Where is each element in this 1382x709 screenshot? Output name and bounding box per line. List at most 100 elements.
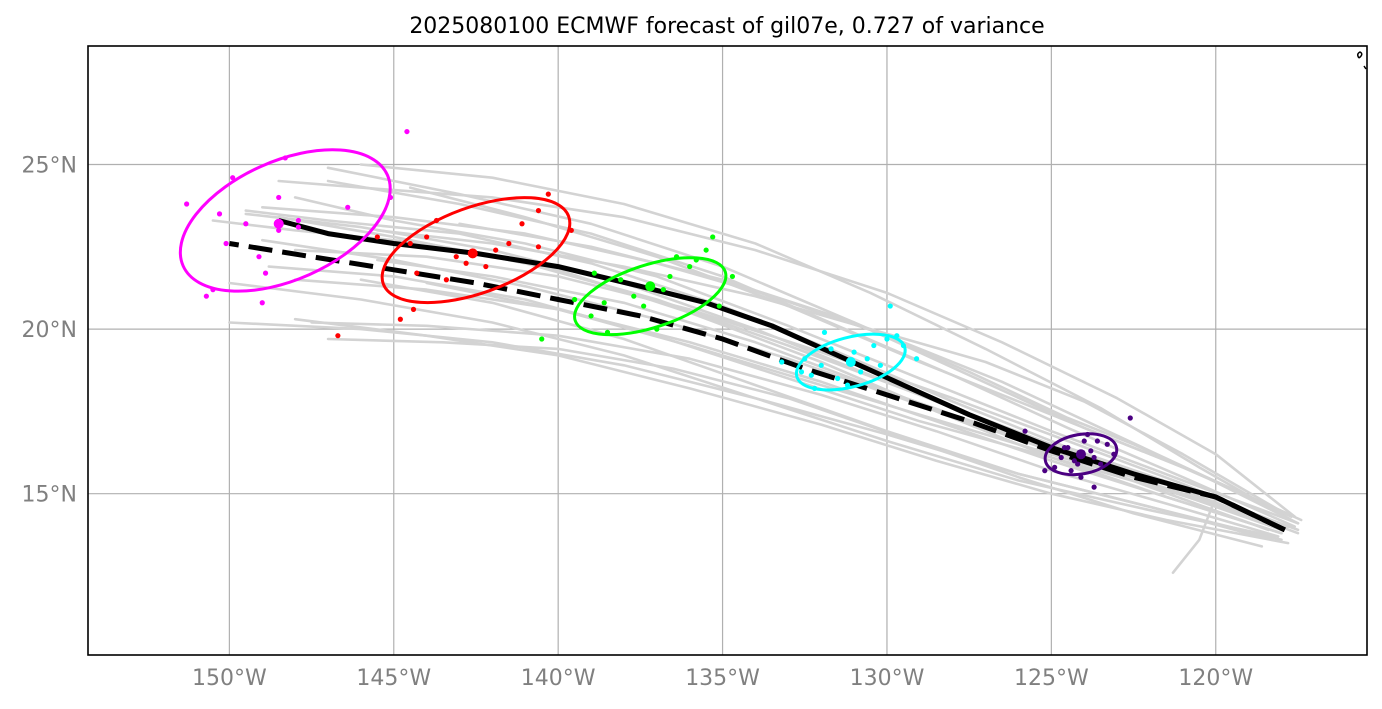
- member-point: [641, 303, 647, 309]
- member-point: [821, 329, 828, 335]
- ensemble-track: [293, 248, 1287, 528]
- member-point: [397, 316, 403, 322]
- member-point: [282, 155, 288, 161]
- ensemble-track: [425, 281, 1218, 575]
- member-point: [568, 227, 574, 233]
- member-point: [844, 382, 851, 388]
- x-tick-label: 125°W: [1014, 666, 1089, 691]
- member-point: [660, 287, 666, 293]
- gridlines: [88, 46, 1367, 655]
- mean-point: [467, 248, 478, 259]
- member-point: [1084, 431, 1091, 438]
- member-point: [1075, 461, 1081, 467]
- member-point: [1022, 428, 1028, 434]
- x-tick-label: 120°W: [1178, 666, 1253, 691]
- member-point: [1091, 454, 1097, 461]
- member-point: [703, 247, 709, 253]
- member-point: [259, 300, 265, 306]
- member-point: [535, 207, 542, 214]
- member-point: [1088, 448, 1094, 454]
- member-point: [519, 221, 525, 227]
- ensemble-track: [326, 337, 1264, 548]
- member-positions: [184, 128, 1133, 490]
- member-point: [877, 362, 883, 368]
- member-point: [535, 244, 542, 250]
- member-point: [387, 194, 394, 201]
- member-point: [463, 260, 469, 266]
- x-tick-label: 150°W: [192, 666, 267, 691]
- member-point: [407, 240, 413, 247]
- member-point: [1058, 454, 1064, 461]
- member-point: [1104, 441, 1110, 447]
- spread-ellipse: [380, 196, 572, 305]
- member-point: [1071, 458, 1077, 464]
- member-point: [493, 247, 499, 253]
- member-point: [779, 359, 785, 365]
- member-point: [295, 224, 302, 230]
- member-point: [828, 346, 834, 352]
- mean-point: [645, 281, 656, 292]
- coastline-fragment: [1356, 51, 1367, 70]
- mean-point: [845, 357, 856, 368]
- member-point: [262, 270, 269, 276]
- spread-ellipse: [1043, 432, 1119, 477]
- member-point: [687, 263, 693, 270]
- member-point: [884, 336, 890, 342]
- member-point: [256, 254, 262, 260]
- member-point: [1052, 464, 1058, 470]
- member-point: [243, 221, 249, 227]
- member-point: [812, 385, 818, 391]
- member-point: [808, 372, 814, 378]
- member-point: [1111, 451, 1117, 457]
- member-point: [335, 333, 341, 339]
- member-point: [1081, 438, 1087, 444]
- ensemble-track: [310, 321, 1280, 538]
- ensemble-track: [359, 163, 1293, 522]
- member-point: [673, 254, 680, 260]
- spread-ellipses: [178, 148, 1119, 477]
- member-point: [858, 369, 864, 375]
- member-point: [374, 234, 380, 240]
- x-tick-label: 130°W: [850, 666, 925, 691]
- member-point: [631, 293, 637, 299]
- ensemble-track: [293, 196, 1300, 525]
- mean-track-dashed: [229, 241, 1286, 533]
- member-point: [223, 240, 229, 247]
- ensemble-track: [277, 179, 1296, 519]
- member-point: [1042, 468, 1048, 474]
- member-point: [216, 211, 223, 217]
- ensemble-track: [211, 219, 1283, 535]
- x-tick-label: 135°W: [685, 666, 760, 691]
- member-point: [295, 217, 302, 224]
- ensemble-track: [228, 321, 1273, 542]
- ensemble-track: [260, 206, 1300, 525]
- member-point: [453, 254, 459, 260]
- member-point: [798, 369, 805, 375]
- member-point: [1065, 445, 1071, 451]
- member-point: [1091, 484, 1097, 490]
- member-point: [871, 342, 877, 349]
- x-tick-label: 145°W: [356, 666, 431, 691]
- y-tick-label: 25°N: [22, 154, 77, 179]
- member-point: [230, 175, 236, 181]
- x-tick-label: 140°W: [521, 666, 596, 691]
- member-point: [506, 240, 512, 247]
- mean-point: [1075, 449, 1086, 460]
- mean-point: [273, 218, 284, 229]
- member-point: [345, 204, 351, 210]
- chart-title: 2025080100 ECMWF forecast of gil07e, 0.7…: [409, 14, 1044, 39]
- member-point: [604, 329, 611, 335]
- member-point: [414, 270, 420, 276]
- y-tick-label: 20°N: [22, 318, 77, 343]
- member-point: [802, 356, 808, 362]
- member-point: [716, 303, 722, 309]
- ensemble-track: [326, 179, 1296, 528]
- member-point: [887, 303, 893, 309]
- member-point: [618, 277, 624, 283]
- member-point: [443, 277, 449, 283]
- member-point: [404, 128, 410, 135]
- member-point: [203, 293, 209, 299]
- axes: 150°W 145°W 140°W 135°W 130°W 125°W 120°W 15°N 2…: [22, 154, 1254, 691]
- member-point: [667, 273, 673, 280]
- member-point: [818, 362, 824, 368]
